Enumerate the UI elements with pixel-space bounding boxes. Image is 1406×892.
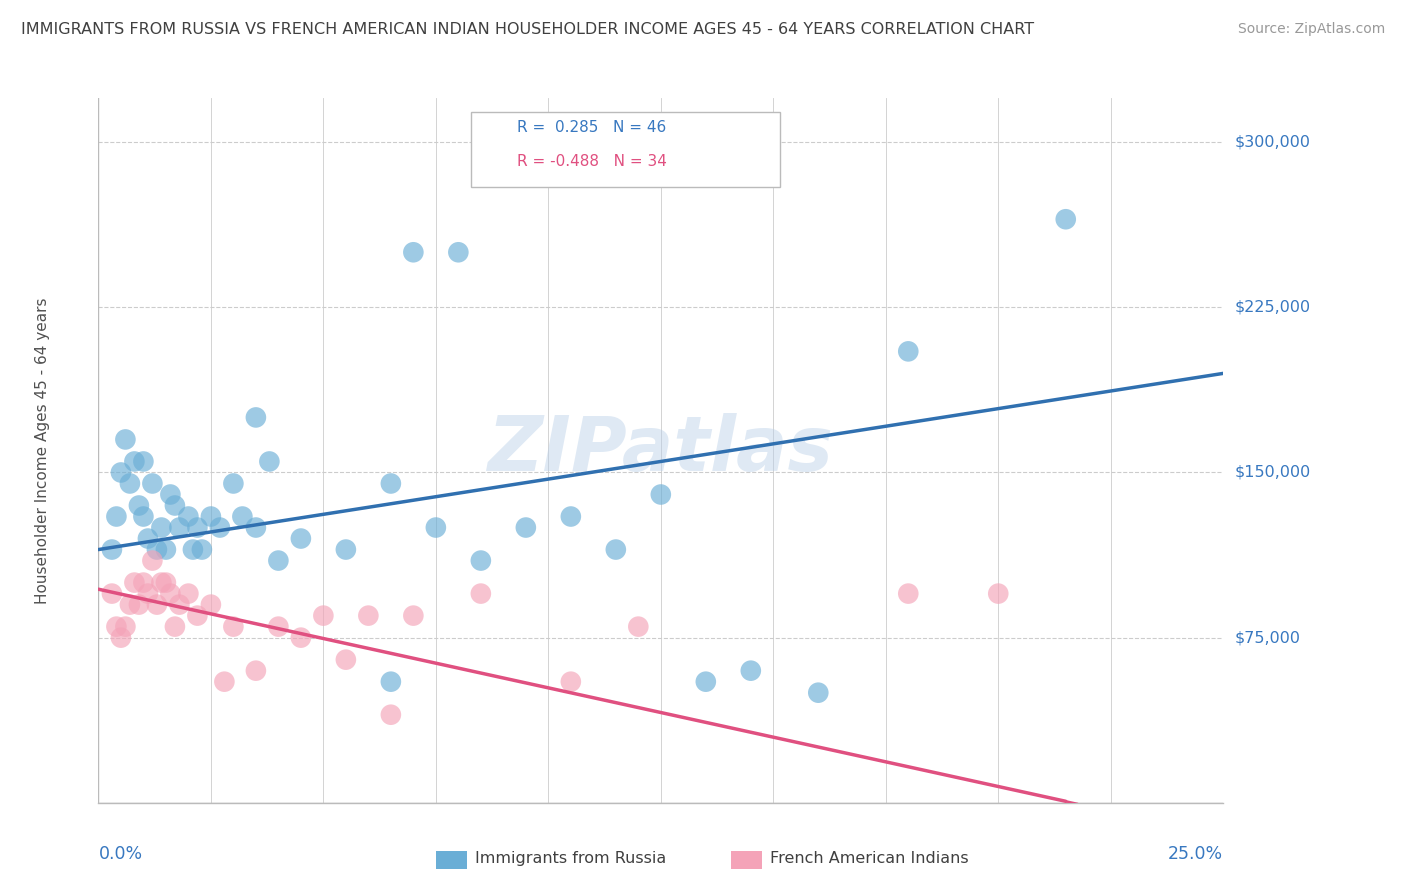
Text: 25.0%: 25.0%	[1168, 845, 1223, 863]
Point	[177, 586, 200, 600]
Text: Immigrants from Russia: Immigrants from Russia	[475, 851, 666, 865]
Point	[897, 344, 920, 359]
Text: $150,000: $150,000	[1234, 465, 1310, 480]
Point	[146, 542, 169, 557]
Point	[163, 499, 186, 513]
Text: R =  0.285   N = 46: R = 0.285 N = 46	[517, 120, 666, 135]
Text: ZIPatlas: ZIPatlas	[488, 414, 834, 487]
Point	[163, 619, 186, 633]
Point	[987, 586, 1010, 600]
Point	[146, 598, 169, 612]
Point	[897, 586, 920, 600]
Point	[402, 608, 425, 623]
Point	[141, 553, 163, 567]
Point	[141, 476, 163, 491]
Text: $75,000: $75,000	[1234, 630, 1301, 645]
Point	[169, 520, 191, 534]
Point	[425, 520, 447, 534]
Point	[245, 410, 267, 425]
Point	[335, 653, 357, 667]
Point	[150, 575, 173, 590]
Point	[267, 553, 290, 567]
Point	[231, 509, 253, 524]
Point	[560, 674, 582, 689]
Text: R = -0.488   N = 34: R = -0.488 N = 34	[517, 154, 668, 169]
Point	[101, 586, 124, 600]
Point	[380, 476, 402, 491]
Point	[402, 245, 425, 260]
Point	[290, 532, 312, 546]
Point	[357, 608, 380, 623]
Text: IMMIGRANTS FROM RUSSIA VS FRENCH AMERICAN INDIAN HOUSEHOLDER INCOME AGES 45 - 64: IMMIGRANTS FROM RUSSIA VS FRENCH AMERICA…	[21, 22, 1035, 37]
Point	[335, 542, 357, 557]
Point	[132, 454, 155, 468]
Point	[380, 707, 402, 722]
Point	[110, 466, 132, 480]
Point	[1054, 212, 1077, 227]
Point	[222, 619, 245, 633]
Point	[181, 542, 204, 557]
Point	[380, 674, 402, 689]
Text: Source: ZipAtlas.com: Source: ZipAtlas.com	[1237, 22, 1385, 37]
Text: French American Indians: French American Indians	[770, 851, 969, 865]
Point	[515, 520, 537, 534]
Point	[124, 454, 146, 468]
Point	[155, 542, 177, 557]
Point	[470, 586, 492, 600]
Point	[124, 575, 146, 590]
Point	[208, 520, 231, 534]
Text: 0.0%: 0.0%	[98, 845, 142, 863]
Point	[200, 598, 222, 612]
Text: $300,000: $300,000	[1234, 135, 1310, 150]
Point	[155, 575, 177, 590]
Point	[159, 586, 181, 600]
Point	[114, 433, 136, 447]
Point	[105, 619, 128, 633]
Point	[191, 542, 214, 557]
Point	[447, 245, 470, 260]
Point	[118, 476, 141, 491]
Point	[214, 674, 236, 689]
Point	[132, 575, 155, 590]
Point	[105, 509, 128, 524]
Point	[169, 598, 191, 612]
Point	[245, 520, 267, 534]
Text: Householder Income Ages 45 - 64 years: Householder Income Ages 45 - 64 years	[35, 297, 49, 604]
Point	[245, 664, 267, 678]
Point	[186, 520, 208, 534]
Point	[807, 686, 830, 700]
Point	[290, 631, 312, 645]
Point	[150, 520, 173, 534]
Point	[740, 664, 762, 678]
Point	[267, 619, 290, 633]
Point	[186, 608, 208, 623]
Point	[312, 608, 335, 623]
Point	[114, 619, 136, 633]
Point	[128, 598, 150, 612]
Point	[695, 674, 717, 689]
Point	[136, 532, 159, 546]
Point	[177, 509, 200, 524]
Point	[650, 487, 672, 501]
Point	[110, 631, 132, 645]
Point	[259, 454, 281, 468]
Text: $225,000: $225,000	[1234, 300, 1310, 315]
Point	[128, 499, 150, 513]
Point	[136, 586, 159, 600]
Point	[470, 553, 492, 567]
Point	[627, 619, 650, 633]
Point	[159, 487, 181, 501]
Point	[101, 542, 124, 557]
Point	[222, 476, 245, 491]
Point	[200, 509, 222, 524]
Point	[605, 542, 627, 557]
Point	[118, 598, 141, 612]
Point	[560, 509, 582, 524]
Point	[132, 509, 155, 524]
